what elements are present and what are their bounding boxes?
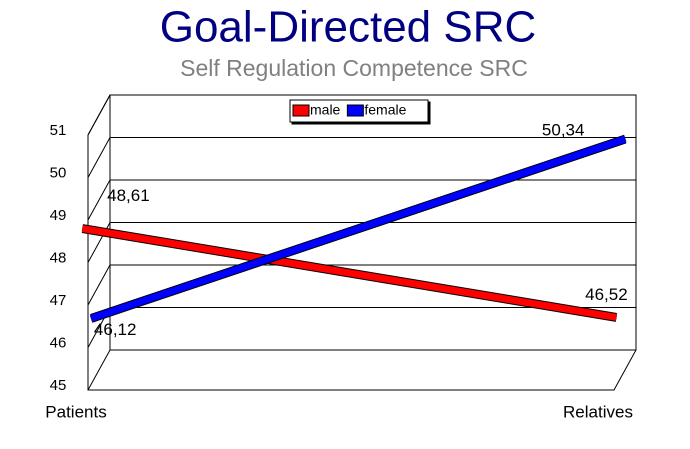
legend-swatch	[292, 104, 310, 117]
y-tick-label: 49	[50, 207, 67, 224]
y-tick-label: 46	[50, 334, 67, 351]
y-tick-label: 47	[50, 292, 67, 309]
line-series	[90, 135, 627, 322]
chart-title: Goal-Directed SRC	[160, 3, 537, 52]
x-tick-label: Patients	[45, 402, 106, 421]
grid-line	[87, 94, 111, 136]
grid-line	[87, 137, 111, 178]
legend: male female	[289, 99, 429, 123]
data-label: 48,61	[107, 186, 150, 205]
grid-line	[87, 179, 111, 221]
y-tick-label: 45	[50, 377, 67, 394]
data-label: 50,34	[542, 121, 585, 140]
data-label: 46,12	[94, 320, 137, 339]
y-tick-label: 48	[50, 249, 67, 266]
chart-subtitle: Self Regulation Competence SRC	[180, 55, 528, 81]
line-series	[81, 225, 617, 321]
legend-swatch	[346, 104, 364, 117]
grid-line	[87, 264, 111, 306]
legend-label: female	[364, 102, 406, 118]
legend-label: male	[310, 102, 341, 118]
y-tick-label: 51	[50, 122, 67, 139]
data-label: 46,52	[585, 285, 628, 304]
y-tick-label: 50	[50, 164, 67, 181]
x-tick-label: Relatives	[563, 402, 633, 421]
